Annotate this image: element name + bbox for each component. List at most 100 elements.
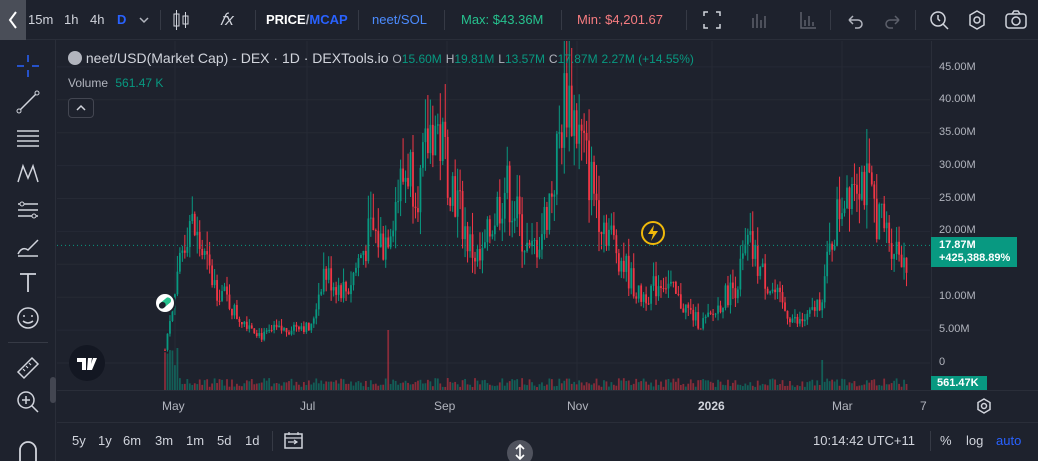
candle-body [335,287,338,295]
collapse-legend-button[interactable] [68,98,94,118]
candle-body [466,226,469,252]
pair-toggle[interactable]: neet/SOL [372,12,427,27]
time-tick: Jul [300,399,316,413]
candle-body [409,152,412,187]
percent-toggle[interactable]: % [940,433,952,448]
volume-bar [898,383,900,390]
candle-body [541,234,543,250]
timeframe-1h[interactable]: 1h [64,12,79,27]
emoji-icon[interactable] [14,304,42,332]
volume-bar [798,386,801,390]
quick-search-icon[interactable] [928,0,950,40]
candle-body [206,251,209,255]
projection-icon[interactable] [14,196,42,224]
price-axis[interactable] [931,41,1038,390]
fullscreen-icon[interactable] [702,0,722,40]
volume-bar [739,384,742,390]
volume-bar [315,378,318,390]
candle-body [501,218,504,224]
ruler-icon[interactable] [14,352,42,380]
range-6m[interactable]: 6m [123,433,142,448]
range-5d[interactable]: 5d [217,433,232,448]
back-button[interactable] [0,0,26,40]
toolbar-scrollbar[interactable] [50,377,56,403]
candle-body [424,128,427,143]
range-1y[interactable]: 1y [98,433,112,448]
price-chart[interactable] [57,41,930,390]
volume-bar [786,385,789,390]
fib-retracement-icon[interactable] [14,124,42,152]
candle-body [469,234,471,252]
pill-marker-icon[interactable] [154,292,176,314]
candle-body [652,276,655,286]
range-3m[interactable]: 3m [155,433,174,448]
undo-icon[interactable] [845,0,865,40]
text-icon[interactable] [14,268,42,296]
log-toggle[interactable]: log [966,433,984,448]
volume-bar [548,378,551,390]
resize-handle[interactable] [507,440,533,461]
axis-settings-icon[interactable] [975,397,993,420]
candle-body [307,322,310,331]
candle-body [784,302,786,311]
candle-body [677,293,680,295]
timeframe-15m[interactable]: 15m [28,12,54,27]
volume-bar [838,385,841,390]
candles-icon[interactable] [172,0,190,40]
settings-icon[interactable] [966,0,988,40]
volume-bar [689,379,692,390]
candle-body [518,196,521,215]
tradingview-logo-icon[interactable] [69,345,105,381]
candle-body [692,309,695,321]
brush-icon[interactable] [14,232,42,260]
candle-body [193,213,196,236]
toolbar-divider [444,10,445,30]
volume-bar [302,382,305,390]
volume-bar [885,384,888,390]
bars-icon[interactable] [798,0,818,40]
volume-bar [176,347,179,390]
redo-icon[interactable] [883,0,903,40]
zoom-in-icon[interactable] [14,388,42,416]
price-mcap-toggle[interactable]: PRICE/MCAP [266,0,348,40]
timeframe-4h[interactable]: 4h [90,12,105,27]
camera-icon[interactable] [1004,0,1028,40]
candle-body [578,124,581,144]
timeframe-d[interactable]: D [117,12,127,27]
magnet-icon[interactable] [14,436,42,461]
indicators-fx-icon[interactable]: 𝑓x [220,10,234,29]
candle-body [211,265,214,286]
legend-open: 15.60M [401,52,442,66]
lightning-marker-icon[interactable] [641,221,665,245]
candle-body [670,281,672,284]
crosshair-icon[interactable] [14,52,42,80]
candle-body [774,289,776,293]
candle-body [255,333,258,337]
range-1d[interactable]: 1d [245,433,260,448]
volume-bar [560,383,563,390]
candle-body [231,308,233,316]
volume-footprint-icon[interactable] [750,0,770,40]
candle-body [739,258,742,290]
toolbar-divider [915,10,916,30]
volume-bar [444,386,447,390]
symbol-title[interactable]: neet/USD(Market Cap) - DEX · 1D · DEXToo… [85,50,389,66]
volume-bar [550,379,553,390]
chevron-down-icon[interactable] [138,0,150,40]
volume-bar [295,381,298,390]
candle-body [605,222,608,246]
trend-line-icon[interactable] [14,88,42,116]
time-axis[interactable]: May Jul Sep Nov 2026 Mar 7 [57,390,1038,422]
pattern-icon[interactable] [14,160,42,188]
auto-toggle[interactable]: auto [996,433,1022,448]
range-5y[interactable]: 5y [72,433,86,448]
candle-body [903,257,905,268]
legend-low-key: L [498,52,505,66]
volume-bar [612,384,615,390]
candle-body [208,254,211,266]
clock[interactable]: 10:14:42 UTC+11 [813,433,916,448]
chart-legend: neet/USD(Market Cap) - DEX · 1D · DEXToo… [68,50,694,66]
range-1m[interactable]: 1m [186,433,205,448]
candle-body [684,304,687,313]
calendar-range-icon[interactable] [283,430,305,455]
